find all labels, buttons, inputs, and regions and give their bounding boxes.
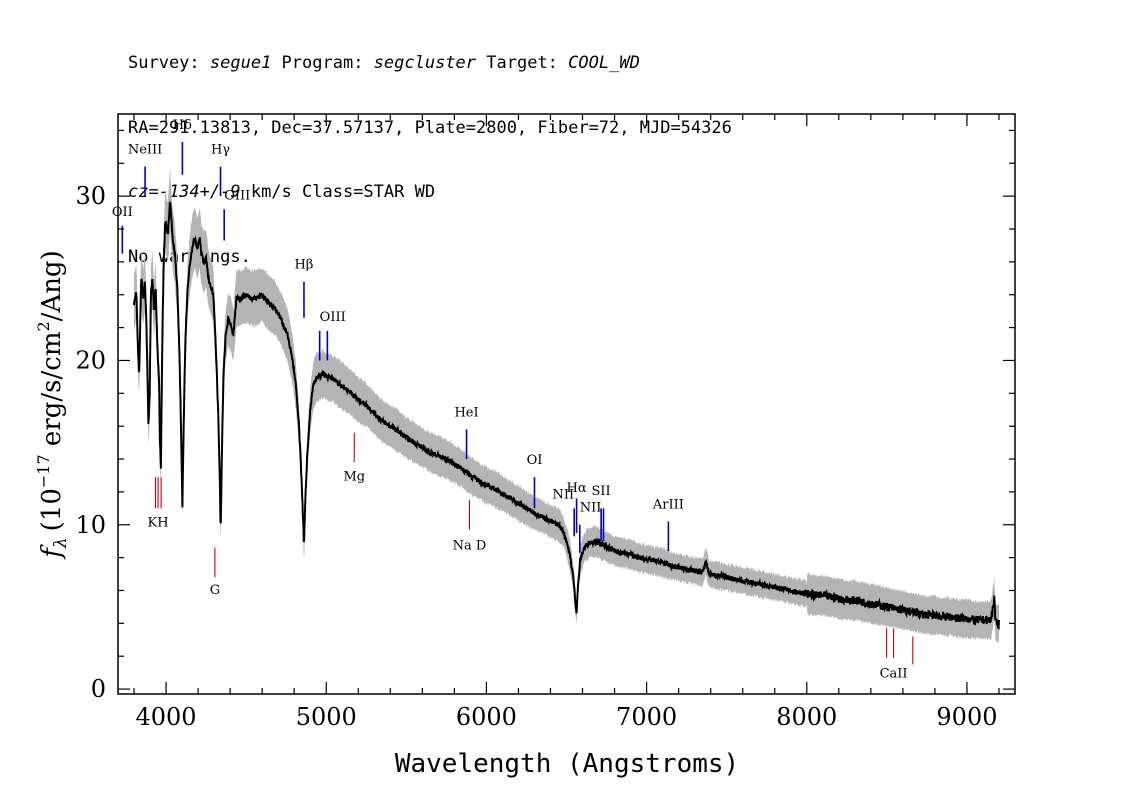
target-value: COOL_WD (568, 53, 640, 73)
x-tick-label: 4000 (136, 703, 197, 731)
x-tick-label: 6000 (456, 703, 517, 731)
class-value: km/s Class=STAR WD (240, 182, 436, 202)
line-label: SII (592, 484, 611, 499)
line-label: G (210, 583, 220, 598)
flux-error-band (134, 167, 999, 644)
line-label: NeIII (128, 142, 162, 157)
program-value: segcluster (373, 53, 477, 73)
axes: 4000 5000 6000 7000 8000 9000 0 10 20 30 (75, 113, 1016, 731)
error-band (134, 167, 999, 644)
header-line-3: cz=-134+/-9 km/s Class=STAR WD (128, 182, 732, 204)
y-tick-label: 30 (75, 182, 106, 210)
y-axis-label-units-2: erg/s/cm (37, 332, 67, 455)
survey-label: Survey: (128, 53, 210, 73)
line-label: Hβ (295, 257, 314, 272)
line-label: Hα (567, 481, 587, 496)
x-tick-label: 9000 (936, 703, 997, 731)
line-label: OIII (320, 310, 346, 325)
y-axis-label-exponent-2: 2 (34, 321, 53, 331)
plot-frame (117, 113, 1016, 695)
line-label: OIII (224, 188, 250, 203)
x-tick-label: 8000 (776, 703, 837, 731)
x-tick-label: 7000 (616, 703, 677, 731)
y-axis-label-units: (10 (37, 488, 67, 531)
spectrum-header: Survey: segue1 Program: segcluster Targe… (128, 10, 732, 290)
x-axis-label: Wavelength (Angstroms) (395, 749, 739, 779)
line-label: Hδ (173, 118, 192, 133)
line-label: HeI (454, 405, 478, 420)
line-label: NII (553, 487, 575, 502)
flux-line (133, 201, 1000, 631)
spectral-line-markers: NeIIIHδHγOIIIOIIHβOIIIHeIOINIIHαNIISIIAr… (112, 118, 914, 682)
y-tick-label: 0 (91, 675, 106, 703)
line-label: CaII (880, 667, 908, 682)
line-label: OI (527, 453, 543, 468)
line-label: NII (580, 501, 602, 516)
y-tick-label: 20 (75, 346, 106, 374)
survey-value: segue1 (209, 53, 272, 73)
flux-series (133, 201, 1000, 631)
line-label: Na D (453, 538, 487, 553)
y-axis-label-exponent: −17 (34, 454, 53, 488)
y-axis-label: fλ(10−17 erg/s/cm2/Ang) (34, 250, 71, 559)
y-tick-label: 10 (75, 511, 106, 539)
header-line-2: RA=291.13813, Dec=37.57137, Plate=2800, … (128, 117, 732, 138)
y-axis-label-subscript: λ (51, 537, 71, 549)
program-label: Program: (271, 53, 374, 73)
y-axis-label-units-3: /Ang) (37, 250, 67, 321)
line-label: KH (148, 515, 169, 530)
line-label: Mg (343, 469, 365, 484)
line-label: Hγ (211, 142, 230, 157)
x-tick-label: 5000 (296, 703, 357, 731)
redshift-value: cz=-134+/-9 (128, 182, 241, 202)
line-label: ArIII (652, 497, 684, 512)
target-label: Target: (476, 53, 569, 73)
header-line-1: Survey: segue1 Program: segcluster Targe… (128, 53, 732, 75)
line-label: OII (112, 205, 133, 220)
